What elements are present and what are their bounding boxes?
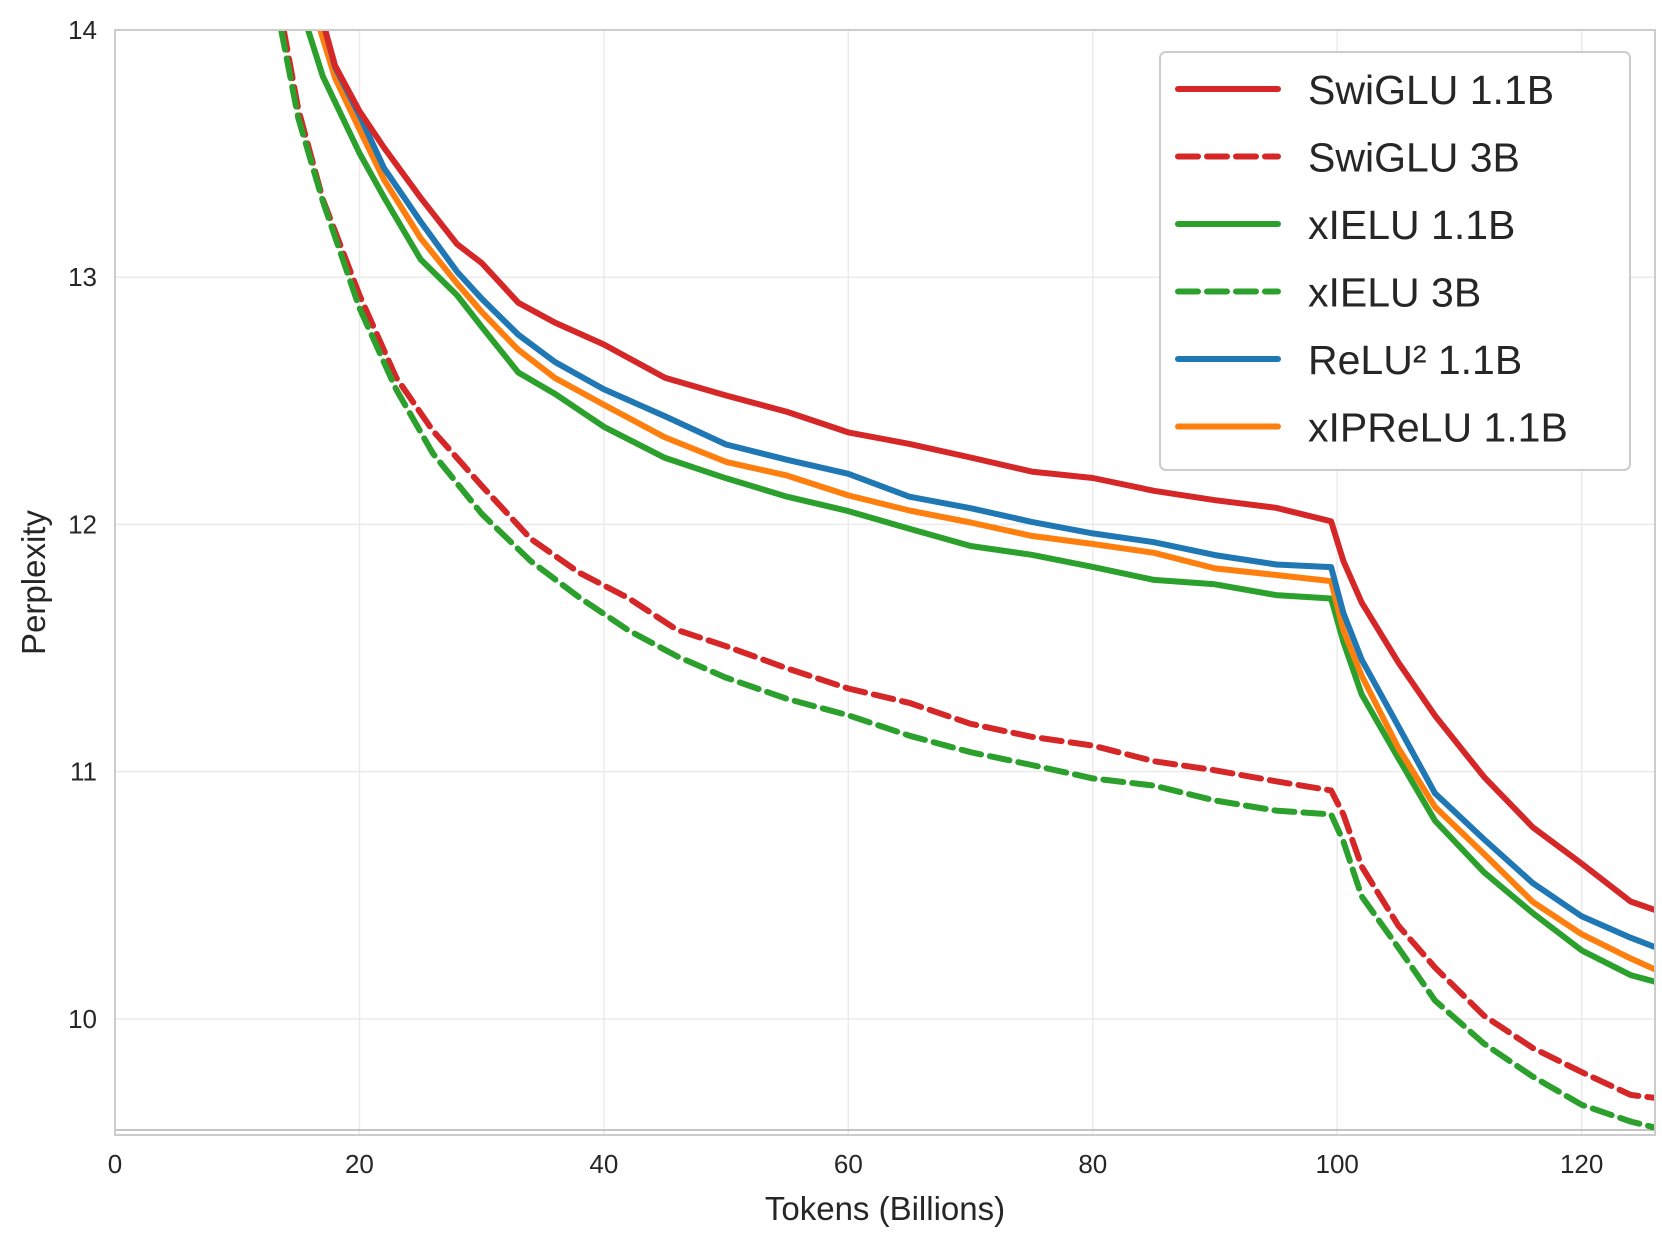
y-tick-label: 11 — [70, 757, 97, 787]
x-tick-label: 100 — [1316, 1149, 1359, 1179]
series-group — [278, 30, 1655, 1131]
plot-frame — [114, 29, 1656, 1136]
y-tick-label: 12 — [68, 509, 97, 539]
x-tick-label: 40 — [589, 1149, 618, 1179]
legend-label: SwiGLU 3B — [1308, 135, 1520, 181]
x-tick-label: 60 — [834, 1149, 863, 1179]
y-tick-label: 13 — [68, 262, 97, 292]
series-line-swiglu-1-1b — [322, 30, 1655, 913]
y-tick-label: 10 — [68, 1004, 97, 1034]
series-line-relu-1-1b — [322, 30, 1655, 951]
series-line-xiprelu-1-1b — [317, 30, 1655, 973]
series-line-swiglu-3b — [280, 30, 1655, 1101]
x-tick-label: 20 — [345, 1149, 374, 1179]
x-tick-label: 0 — [108, 1149, 122, 1179]
x-axis-ticks: 0 20 40 60 80 100 120 — [108, 1149, 1604, 1179]
y-tick-label: 14 — [68, 15, 97, 45]
legend-label: xIELU 3B — [1308, 270, 1481, 316]
series-line-xielu-3b — [278, 30, 1655, 1131]
legend-label: ReLU² 1.1B — [1308, 337, 1522, 383]
legend-label: SwiGLU 1.1B — [1308, 67, 1554, 113]
x-tick-label: 120 — [1560, 1149, 1603, 1179]
legend-label: xIPReLU 1.1B — [1308, 405, 1568, 451]
y-axis-ticks: 10 11 12 13 14 — [68, 15, 97, 1034]
x-tick-label: 80 — [1078, 1149, 1107, 1179]
series-line-xielu-1-1b — [305, 30, 1655, 985]
y-axis-title: Perplexity — [15, 510, 52, 655]
legend-label: xIELU 1.1B — [1308, 202, 1515, 248]
x-axis-title: Tokens (Billions) — [765, 1190, 1005, 1227]
legend: SwiGLU 1.1B SwiGLU 3B xIELU 1.1B xIELU 3B Re… — [1159, 51, 1631, 471]
